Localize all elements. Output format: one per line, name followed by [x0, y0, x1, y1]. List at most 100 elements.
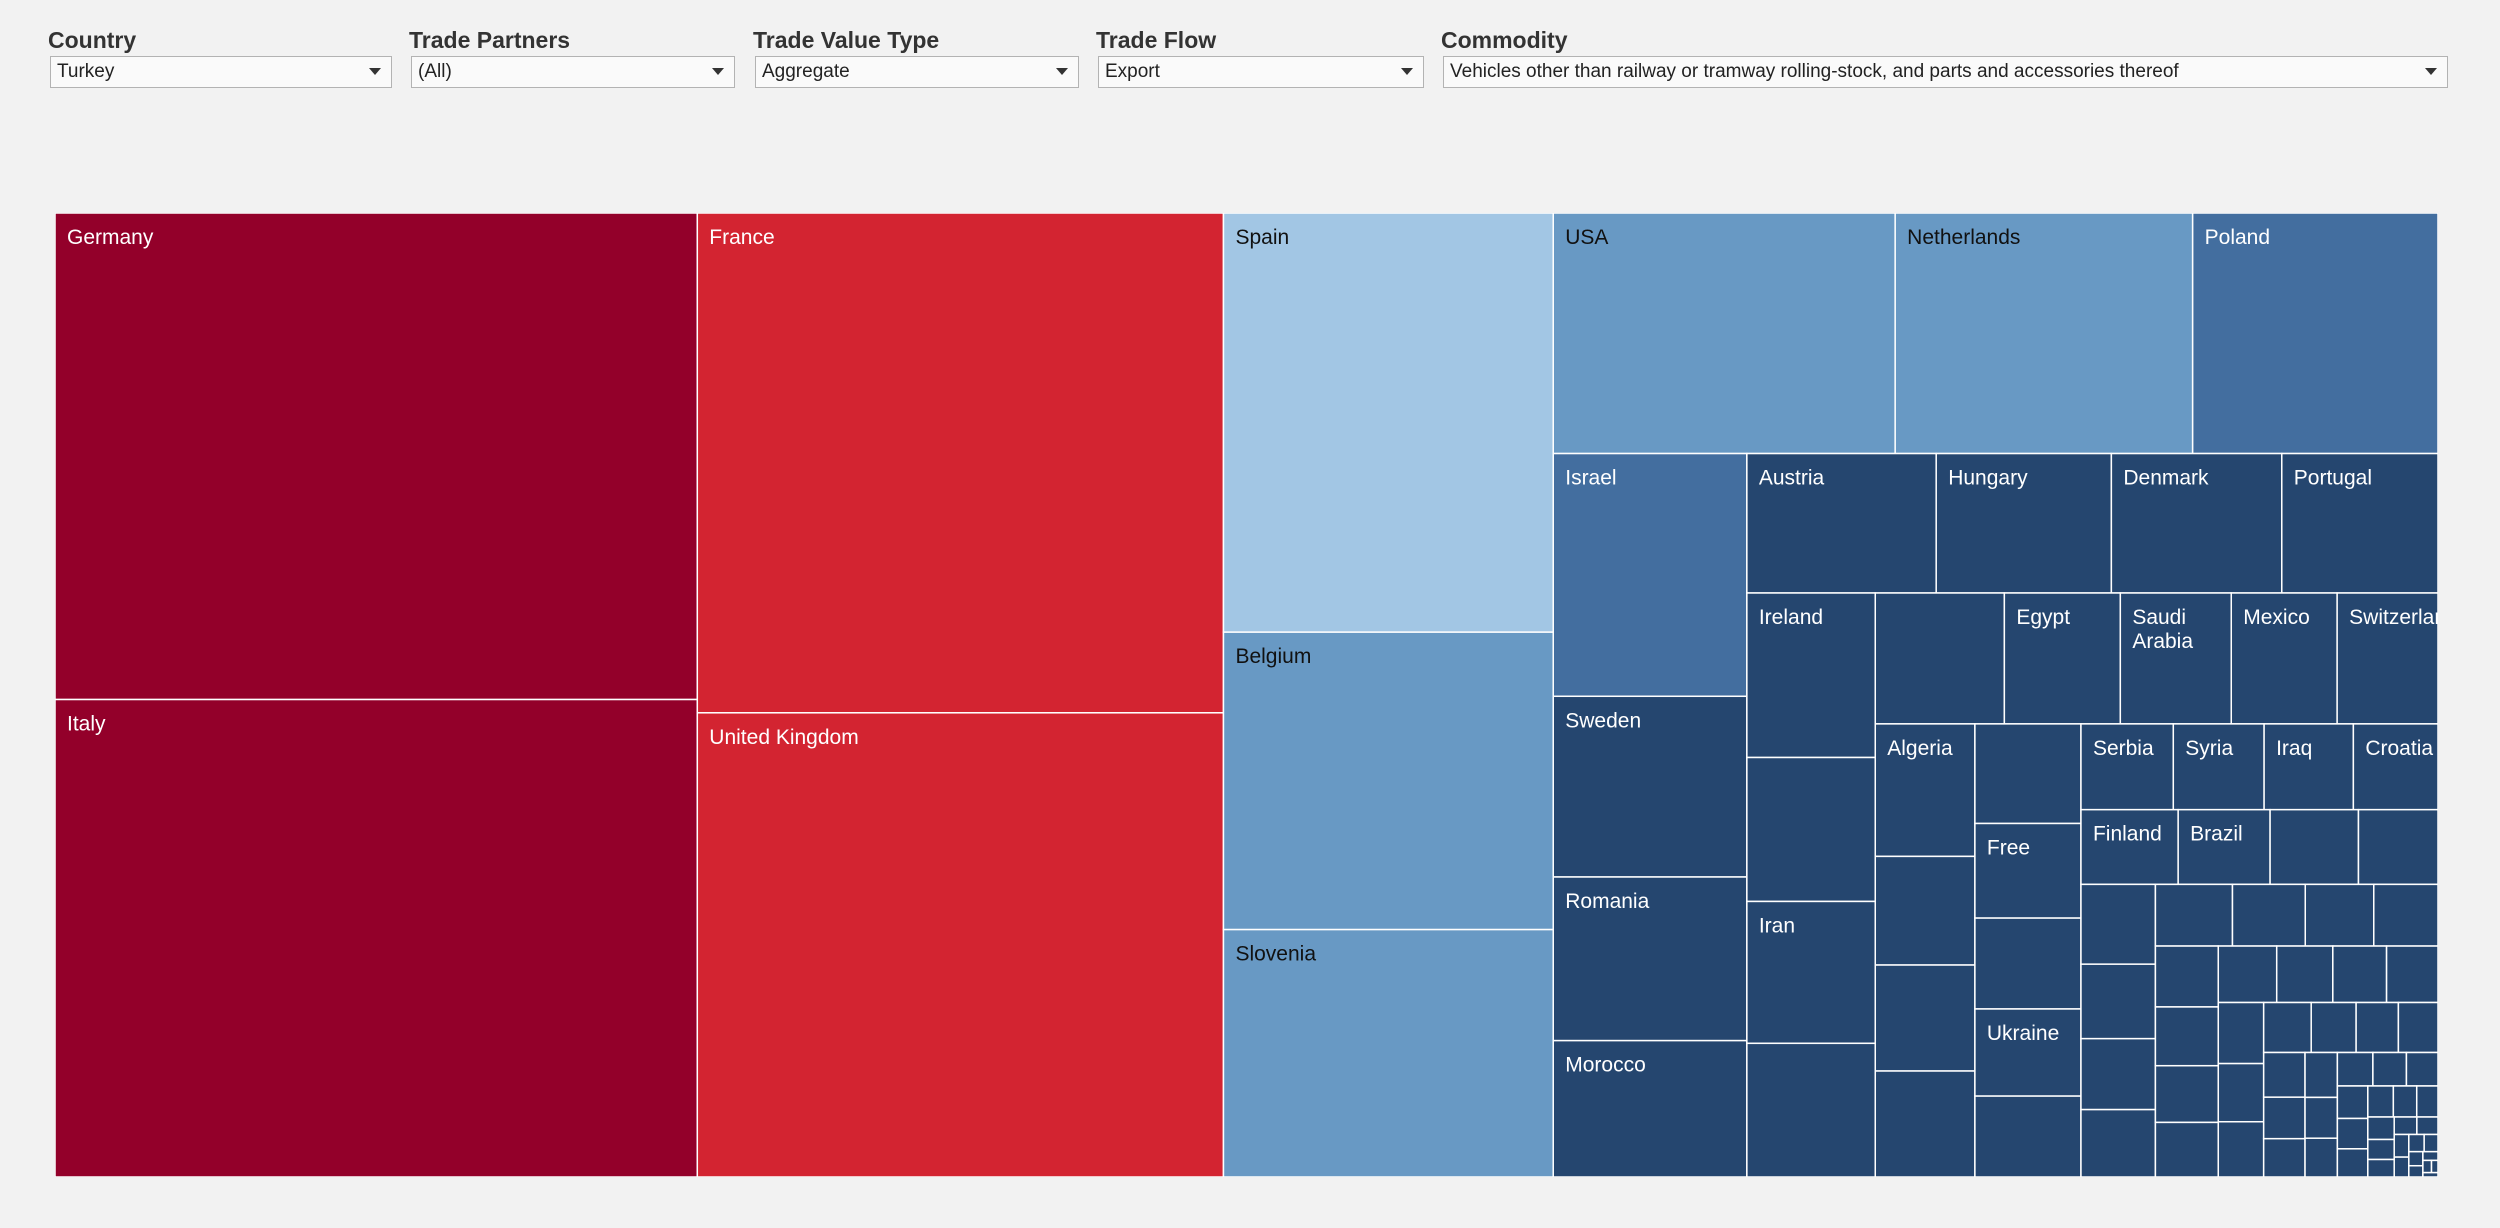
treemap-cell-unlabeled-90[interactable] — [2423, 1133, 2438, 1153]
treemap-cell-free[interactable] — [1974, 822, 2082, 919]
treemap-cell-unlabeled-19[interactable] — [1746, 756, 1877, 903]
treemap-cell-israel[interactable] — [1552, 452, 1748, 698]
treemap-cell-unlabeled-42[interactable] — [2269, 808, 2360, 886]
treemap-cell-portugal[interactable] — [2281, 452, 2438, 594]
treemap-cell-unlabeled-44[interactable] — [2080, 883, 2157, 965]
treemap-cell-unlabeled-54[interactable] — [2154, 1064, 2220, 1124]
treemap-cell-unlabeled-78[interactable] — [2336, 1148, 2369, 1177]
treemap-cell-unlabeled-63[interactable] — [2262, 1001, 2312, 1054]
treemap-cell-mexico[interactable] — [2230, 592, 2338, 725]
treemap-cell-unlabeled-85[interactable] — [2393, 1116, 2418, 1136]
treemap-cell-unlabeled-72[interactable] — [2304, 1137, 2339, 1177]
treemap-cell-unlabeled-89[interactable] — [2408, 1133, 2425, 1153]
treemap-cell-france[interactable] — [696, 213, 1225, 714]
treemap-cell-unlabeled-58[interactable] — [2332, 945, 2388, 1004]
treemap-cell-unlabeled-28[interactable] — [1874, 855, 1976, 966]
treemap-cell-denmark[interactable] — [2110, 452, 2283, 594]
treemap-cell-unlabeled-96[interactable] — [2422, 1171, 2438, 1177]
treemap-cell-unlabeled-88[interactable] — [2393, 1156, 2410, 1177]
treemap-cell-unlabeled-30[interactable] — [1874, 1070, 1976, 1177]
treemap-cell-netherlands[interactable] — [1894, 213, 2194, 455]
treemap-cell-unlabeled-92[interactable] — [2408, 1164, 2424, 1177]
treemap-cell-unlabeled-46[interactable] — [2080, 1037, 2157, 1111]
treemap-cell-unlabeled-21[interactable] — [1746, 1042, 1877, 1177]
treemap-cell-unlabeled-61[interactable] — [2217, 1062, 2265, 1123]
treemap-cell-unlabeled-65[interactable] — [2355, 1001, 2400, 1054]
treemap-cell-algeria[interactable] — [1874, 723, 1976, 858]
treemap-cell-ukraine[interactable] — [1974, 1008, 2082, 1097]
treemap-cell-unlabeled-52[interactable] — [2154, 945, 2220, 1008]
treemap-cell-hungary[interactable] — [1935, 452, 2113, 594]
treemap-cell-unlabeled-84[interactable] — [2367, 1158, 2395, 1178]
treemap-cell-unlabeled-83[interactable] — [2367, 1138, 2395, 1161]
treemap-cell-unlabeled-35[interactable] — [1974, 1095, 2082, 1177]
treemap-cell-unlabeled-91[interactable] — [2408, 1150, 2424, 1167]
treemap-cell-unlabeled-77[interactable] — [2336, 1117, 2369, 1150]
treemap-cell-unlabeled-70[interactable] — [2304, 1051, 2339, 1099]
treemap-cell-unlabeled-53[interactable] — [2154, 1006, 2220, 1067]
treemap-cell-unlabeled-47[interactable] — [2080, 1108, 2157, 1177]
treemap-cell-slovenia[interactable] — [1222, 928, 1554, 1177]
treemap-cell-germany[interactable] — [55, 213, 699, 701]
treemap-cell-unlabeled-73[interactable] — [2336, 1051, 2374, 1087]
treemap-cell-unlabeled-81[interactable] — [2415, 1085, 2438, 1118]
treemap-cell-italy[interactable] — [55, 698, 699, 1177]
treemap-cell-belgium[interactable] — [1222, 631, 1554, 931]
treemap-cell-unlabeled-95[interactable] — [2430, 1159, 2438, 1174]
treemap-cell-unlabeled-62[interactable] — [2217, 1121, 2265, 1177]
treemap-cell-unlabeled-60[interactable] — [2217, 1001, 2265, 1065]
treemap-cell-unlabeled-67[interactable] — [2262, 1051, 2306, 1098]
treemap-cell-unlabeled-76[interactable] — [2336, 1085, 2369, 1120]
treemap-cell-serbia[interactable] — [2080, 723, 2175, 811]
treemap-cell-united-kingdom[interactable] — [696, 712, 1225, 1177]
treemap-cell-unlabeled-93[interactable] — [2422, 1150, 2438, 1162]
treemap-cell-unlabeled-22[interactable] — [1874, 592, 2006, 725]
treemap-cell-unlabeled-82[interactable] — [2367, 1116, 2395, 1141]
treemap-cell-ireland[interactable] — [1746, 592, 1877, 759]
treemap-cell-unlabeled-56[interactable] — [2217, 945, 2278, 1004]
treemap-cell-unlabeled-51[interactable] — [2373, 883, 2438, 947]
treemap-cell-unlabeled-87[interactable] — [2393, 1133, 2410, 1158]
treemap-cell-spain[interactable] — [1222, 213, 1554, 633]
treemap-cell-unlabeled-55[interactable] — [2154, 1121, 2220, 1177]
treemap-cell-saudi-arabia[interactable] — [2119, 592, 2233, 725]
treemap-cell-unlabeled-79[interactable] — [2367, 1085, 2395, 1118]
treemap-cell-unlabeled-31[interactable] — [1974, 723, 2082, 825]
treemap-cell-unlabeled-66[interactable] — [2397, 1001, 2438, 1054]
treemap-cell-unlabeled-74[interactable] — [2372, 1051, 2408, 1087]
treemap-cell-unlabeled-80[interactable] — [2392, 1085, 2418, 1118]
treemap-cell-morocco[interactable] — [1552, 1039, 1748, 1177]
treemap-cell-brazil[interactable] — [2177, 808, 2271, 886]
treemap-cell-unlabeled-64[interactable] — [2310, 1001, 2357, 1054]
treemap-cell-austria[interactable] — [1746, 452, 1937, 594]
treemap-cell-croatia[interactable] — [2352, 723, 2438, 811]
treemap-cell-unlabeled-57[interactable] — [2275, 945, 2334, 1004]
treemap-cell-romania[interactable] — [1552, 876, 1748, 1042]
treemap-cell-unlabeled-59[interactable] — [2385, 945, 2438, 1004]
treemap-cell-poland[interactable] — [2191, 213, 2438, 455]
treemap-cell-unlabeled-69[interactable] — [2262, 1137, 2306, 1177]
treemap-cell-unlabeled-50[interactable] — [2304, 883, 2375, 947]
treemap-cell-finland[interactable] — [2080, 808, 2179, 886]
treemap-cell-usa[interactable] — [1552, 213, 1896, 455]
treemap-cell-unlabeled-48[interactable] — [2154, 883, 2234, 947]
treemap-cell-syria[interactable] — [2172, 723, 2265, 811]
treemap-cell-unlabeled-43[interactable] — [2357, 808, 2438, 886]
treemap-cell-unlabeled-94[interactable] — [2422, 1159, 2433, 1174]
treemap-cell-unlabeled-29[interactable] — [1874, 964, 1976, 1072]
treemap-cell-switzerland[interactable] — [2336, 592, 2438, 725]
treemap-cell-unlabeled-86[interactable] — [2416, 1116, 2438, 1136]
treemap-cell-unlabeled-75[interactable] — [2405, 1051, 2438, 1087]
treemap-cell-unlabeled-71[interactable] — [2304, 1096, 2339, 1139]
treemap-cell-egypt[interactable] — [2003, 592, 2122, 725]
trade-partners-dropdown[interactable]: (All) — [411, 56, 735, 88]
country-dropdown[interactable]: Turkey — [50, 56, 392, 88]
treemap-cell-unlabeled-33[interactable] — [1974, 917, 2082, 1010]
commodity-dropdown[interactable]: Vehicles other than railway or tramway r… — [1443, 56, 2448, 88]
treemap-cell-sweden[interactable] — [1552, 695, 1748, 878]
trade-flow-dropdown[interactable]: Export — [1098, 56, 1424, 88]
trade-value-type-dropdown[interactable]: Aggregate — [755, 56, 1079, 88]
treemap-cell-unlabeled-45[interactable] — [2080, 963, 2157, 1040]
treemap-cell-unlabeled-68[interactable] — [2262, 1096, 2306, 1140]
treemap-cell-iran[interactable] — [1746, 900, 1877, 1045]
